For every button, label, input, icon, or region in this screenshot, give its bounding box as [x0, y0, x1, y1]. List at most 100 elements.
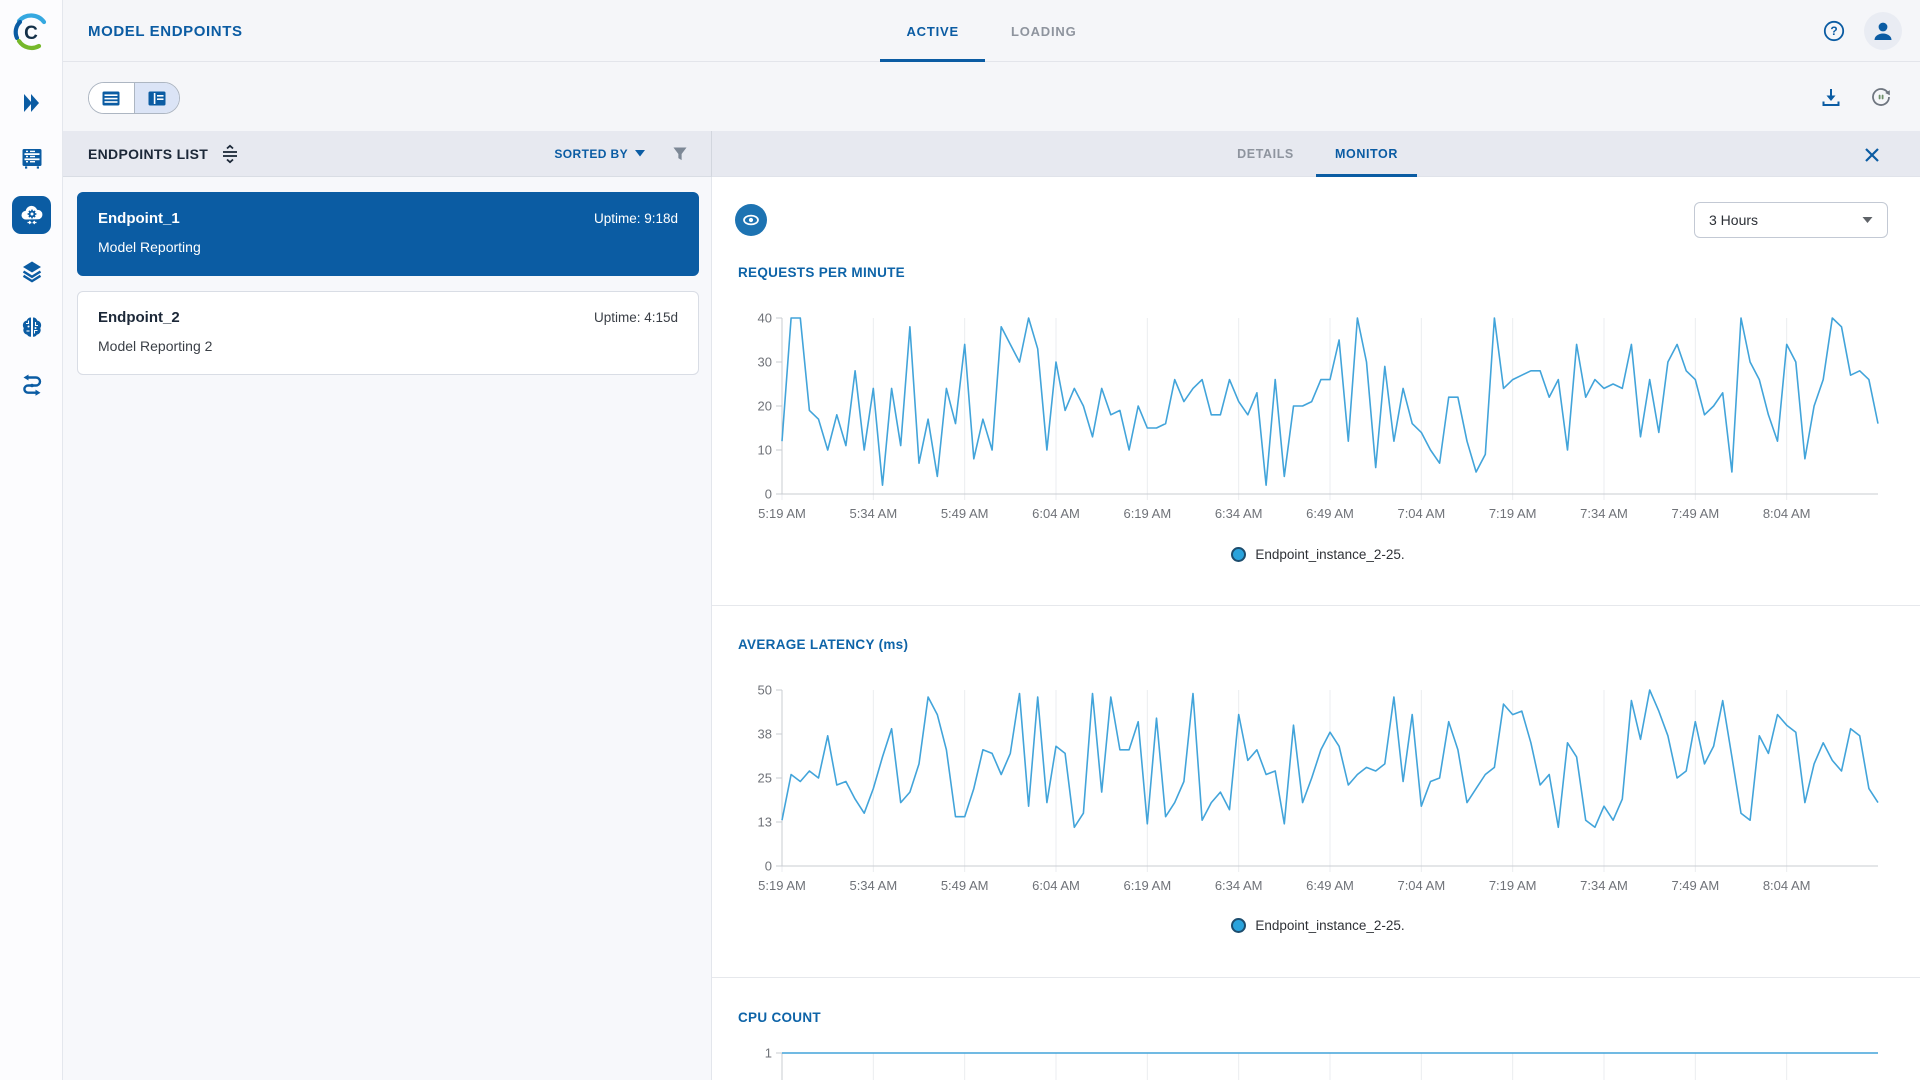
- pipeline-icon: [22, 374, 41, 396]
- endpoint-uptime: Uptime: 9:18d: [593, 211, 678, 226]
- svg-text:50: 50: [758, 683, 772, 698]
- host-server-icon: [22, 149, 41, 169]
- svg-text:7:49 AM: 7:49 AM: [1671, 506, 1719, 521]
- layers-icon: [22, 261, 41, 283]
- help-icon[interactable]: ?: [1822, 19, 1846, 43]
- sort-rows-icon[interactable]: [220, 144, 240, 164]
- svg-text:6:19 AM: 6:19 AM: [1123, 506, 1171, 521]
- svg-text:8:04 AM: 8:04 AM: [1763, 506, 1811, 521]
- nav-layers-item[interactable]: [0, 258, 63, 284]
- double-chevron-right-icon: [23, 94, 39, 112]
- header-tabs: ACTIVE LOADING: [63, 0, 1920, 62]
- cpu-count-chart: 5:19 AM5:34 AM5:49 AM6:04 AM6:19 AM6:34 …: [716, 1045, 1920, 1080]
- tab-loading[interactable]: LOADING: [1010, 23, 1077, 39]
- user-avatar[interactable]: [1864, 12, 1902, 50]
- svg-text:5:34 AM: 5:34 AM: [849, 878, 897, 893]
- svg-text:1: 1: [765, 1046, 772, 1061]
- time-range-value: 3 Hours: [1709, 212, 1759, 228]
- time-range-select[interactable]: 3 Hours: [1694, 202, 1888, 238]
- svg-text:7:49 AM: 7:49 AM: [1671, 878, 1719, 893]
- person-icon: [1874, 22, 1892, 40]
- tab-details[interactable]: DETAILS: [1237, 147, 1294, 161]
- section-divider: [712, 605, 1920, 606]
- tab-monitor[interactable]: MONITOR: [1316, 131, 1417, 177]
- svg-text:7:19 AM: 7:19 AM: [1489, 878, 1537, 893]
- endpoint-name: Endpoint_2: [98, 309, 180, 326]
- tab-active[interactable]: ACTIVE: [880, 0, 986, 62]
- svg-text:20: 20: [758, 399, 772, 414]
- split-view-button[interactable]: [133, 83, 179, 113]
- top-header: MODEL ENDPOINTS ACTIVE LOADING ?: [63, 0, 1920, 62]
- nav-model-endpoints-item-selected[interactable]: [12, 196, 51, 234]
- nav-hosts-item[interactable]: [0, 145, 63, 171]
- endpoints-list: Endpoint_1 Uptime: 9:18d Model Reporting…: [63, 177, 712, 1080]
- svg-text:5:19 AM: 5:19 AM: [758, 878, 806, 893]
- svg-text:6:04 AM: 6:04 AM: [1032, 506, 1080, 521]
- sorted-by-dropdown[interactable]: SORTED BY: [554, 147, 645, 161]
- detail-tabs: DETAILS MONITOR: [1215, 131, 1417, 177]
- header-right-actions: ?: [1822, 0, 1902, 62]
- brain-icon: [22, 317, 41, 337]
- eye-icon: [743, 214, 759, 226]
- toolbar-right-actions: [1820, 62, 1892, 131]
- table-view-button[interactable]: [89, 83, 134, 113]
- svg-text:25: 25: [758, 771, 772, 786]
- app-logo-icon[interactable]: C: [10, 11, 52, 53]
- svg-text:6:04 AM: 6:04 AM: [1032, 878, 1080, 893]
- endpoint-subtitle: Model Reporting 2: [98, 338, 213, 354]
- svg-text:6:49 AM: 6:49 AM: [1306, 878, 1354, 893]
- chart-legend: Endpoint_instance_2-25.: [716, 918, 1920, 933]
- chevron-down-icon: [1862, 217, 1873, 223]
- legend-dot-icon: [1231, 547, 1247, 562]
- svg-text:6:19 AM: 6:19 AM: [1123, 878, 1171, 893]
- refresh-paused-icon[interactable]: [1870, 86, 1892, 108]
- svg-text:13: 13: [758, 815, 772, 830]
- chevron-down-icon: [635, 150, 645, 157]
- cloud-gear-icon: [20, 205, 42, 225]
- chart-title-cpu: CPU COUNT: [738, 1010, 821, 1025]
- split-view-icon: [148, 91, 166, 105]
- table-view-icon: [102, 91, 120, 105]
- page-title: MODEL ENDPOINTS: [88, 22, 243, 40]
- endpoint-uptime: Uptime: 4:15d: [593, 310, 678, 325]
- chart-title-requests: REQUESTS PER MINUTE: [738, 265, 905, 280]
- visibility-toggle-button[interactable]: [735, 204, 767, 236]
- close-icon[interactable]: [1862, 145, 1882, 165]
- svg-text:7:19 AM: 7:19 AM: [1489, 506, 1537, 521]
- svg-text:0: 0: [765, 487, 772, 502]
- monitor-panel: 3 Hours REQUESTS PER MINUTE 5:19 AM 5:34 …: [712, 177, 1920, 1080]
- nav-ml-item[interactable]: [0, 314, 63, 340]
- svg-text:40: 40: [758, 311, 772, 326]
- svg-text:6:49 AM: 6:49 AM: [1306, 506, 1354, 521]
- detail-panel-header: DETAILS MONITOR: [712, 131, 1920, 177]
- endpoint-subtitle: Model Reporting: [98, 239, 201, 255]
- svg-text:7:34 AM: 7:34 AM: [1580, 878, 1628, 893]
- endpoint-name: Endpoint_1: [98, 210, 180, 227]
- filter-icon[interactable]: [671, 145, 689, 163]
- svg-text:6:34 AM: 6:34 AM: [1215, 878, 1263, 893]
- nav-expand-rail-item[interactable]: [0, 90, 63, 116]
- chart-legend: Endpoint_instance_2-25.: [716, 547, 1920, 562]
- toolbar: [63, 62, 1920, 131]
- average-latency-chart: 5:19 AM 5:34 AM 5:49 AM 6:04 AM 6:19 AM 6:34 …: [716, 682, 1920, 905]
- section-divider: [712, 977, 1920, 978]
- svg-text:7:04 AM: 7:04 AM: [1397, 878, 1445, 893]
- svg-text:?: ?: [1830, 24, 1837, 38]
- svg-text:30: 30: [758, 355, 772, 370]
- nav-pipeline-item[interactable]: [0, 371, 63, 397]
- svg-text:6:34 AM: 6:34 AM: [1215, 506, 1263, 521]
- svg-text:8:04 AM: 8:04 AM: [1763, 878, 1811, 893]
- svg-text:5:49 AM: 5:49 AM: [941, 878, 989, 893]
- endpoint-card[interactable]: Endpoint_2 Uptime: 4:15d Model Reporting…: [77, 291, 699, 375]
- svg-text:C: C: [24, 23, 38, 44]
- list-header-actions: SORTED BY: [554, 145, 689, 163]
- svg-text:38: 38: [758, 727, 772, 742]
- endpoint-card[interactable]: Endpoint_1 Uptime: 9:18d Model Reporting: [77, 192, 699, 276]
- svg-text:0: 0: [765, 859, 772, 874]
- svg-text:7:34 AM: 7:34 AM: [1580, 506, 1628, 521]
- svg-text:7:04 AM: 7:04 AM: [1397, 506, 1445, 521]
- chart-title-latency: AVERAGE LATENCY (ms): [738, 637, 909, 652]
- download-icon[interactable]: [1820, 86, 1842, 108]
- legend-series-name: Endpoint_instance_2-25.: [1255, 918, 1405, 933]
